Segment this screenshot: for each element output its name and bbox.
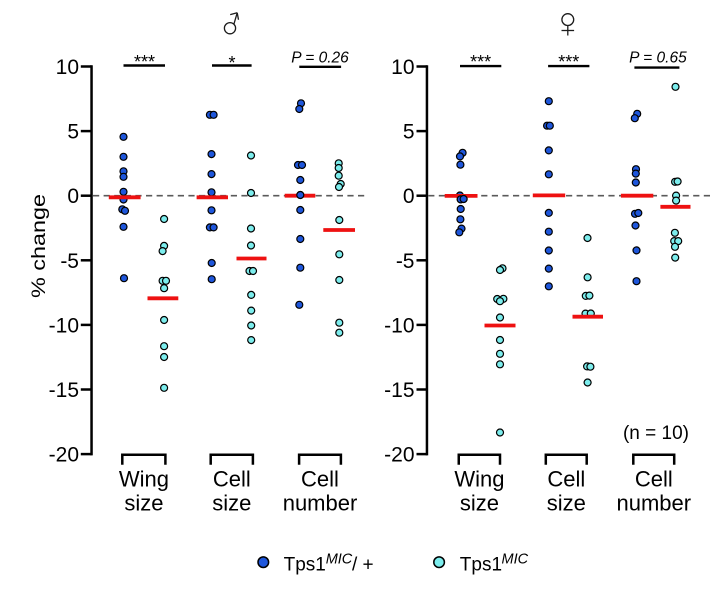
svg-text:***: *** [558,52,579,72]
svg-text:size: size [547,491,586,516]
svg-text:*: * [228,53,235,73]
svg-text:0: 0 [67,185,79,208]
svg-text:Tps1: Tps1 [460,555,502,576]
svg-text:P = 0.26: P = 0.26 [291,50,349,67]
svg-text:P = 0.65: P = 0.65 [629,50,687,67]
svg-text:-15: -15 [49,379,79,402]
svg-text:Cell: Cell [301,467,339,492]
svg-text:-10: -10 [49,314,79,337]
svg-text:-15: -15 [384,379,414,402]
svg-text:number: number [283,491,358,516]
svg-text:Wing: Wing [454,467,504,492]
svg-text:size: size [212,491,251,516]
svg-text:10: 10 [56,56,79,79]
svg-text:size: size [124,491,163,516]
svg-text:10: 10 [391,56,414,79]
svg-text:MIC: MIC [502,552,529,568]
svg-text:***: *** [134,52,155,72]
svg-text:% change: % change [29,194,50,298]
svg-text:number: number [617,491,692,516]
svg-text:-5: -5 [60,250,79,273]
svg-text:5: 5 [403,121,415,144]
svg-text:size: size [460,491,499,516]
svg-text:MIC: MIC [326,552,353,568]
svg-text:-10: -10 [384,314,414,337]
svg-text:-20: -20 [384,444,414,467]
svg-text:0: 0 [403,185,415,208]
svg-text:5: 5 [67,121,79,144]
svg-text:Cell: Cell [547,467,585,492]
svg-text:Wing: Wing [119,467,169,492]
svg-text:***: *** [470,52,491,72]
svg-text:Cell: Cell [635,467,673,492]
svg-text:-20: -20 [49,444,79,467]
svg-text:Tps1: Tps1 [284,555,326,576]
svg-text:/ +: / + [352,555,374,576]
svg-text:-5: -5 [396,250,415,273]
svg-text:(n = 10): (n = 10) [623,423,689,444]
svg-text:Cell: Cell [213,467,251,492]
